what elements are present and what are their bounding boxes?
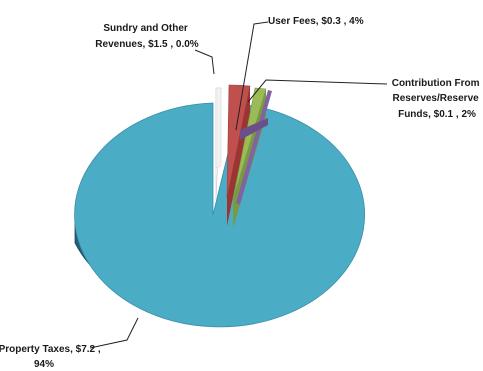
slice-user-fees-top <box>226 84 251 199</box>
label-user-fees: User Fees, $0.3 , 4% <box>268 16 364 27</box>
label-contribution-line-1: Contribution From <box>392 78 480 89</box>
exploded-slices <box>215 84 272 228</box>
label-contribution-line-2: Reserves/Reserve <box>393 93 480 104</box>
label-property-taxes-line-1: Property Taxes, $7.2 , <box>0 344 101 355</box>
label-user-fees-line-1: User Fees, $0.3 , 4% <box>268 16 364 27</box>
data-labels: Sundry and Other Revenues, $1.5 , 0.0% U… <box>0 16 483 370</box>
slice-contribution-top <box>232 87 267 201</box>
leader-lines <box>89 21 388 349</box>
label-property-taxes-line-2: 94% <box>34 359 54 370</box>
label-contribution-line-3: Funds, $0.1 , 2% <box>398 109 476 120</box>
slice-purple-side <box>240 118 268 140</box>
label-property-taxes: Property Taxes, $7.2 , 94% <box>0 344 103 370</box>
leader-line-user-fees <box>235 21 269 131</box>
label-sundry-line-1: Sundry and Other <box>103 23 188 34</box>
leader-line-property-taxes <box>89 317 139 349</box>
slice-user-fees-side <box>227 86 250 226</box>
label-sundry-line-2: Revenues, $1.5 , 0.0% <box>95 39 199 50</box>
leader-line-sundry <box>194 49 215 75</box>
slice-property-taxes <box>74 102 365 328</box>
slice-purple-top <box>236 90 272 205</box>
leader-line-contribution <box>247 79 388 103</box>
label-sundry: Sundry and Other Revenues, $1.5 , 0.0% <box>95 23 199 50</box>
slice-sundry-side <box>215 87 222 169</box>
slice-property-taxes-top <box>74 102 365 328</box>
label-contribution: Contribution From Reserves/Reserve Funds… <box>392 78 483 120</box>
